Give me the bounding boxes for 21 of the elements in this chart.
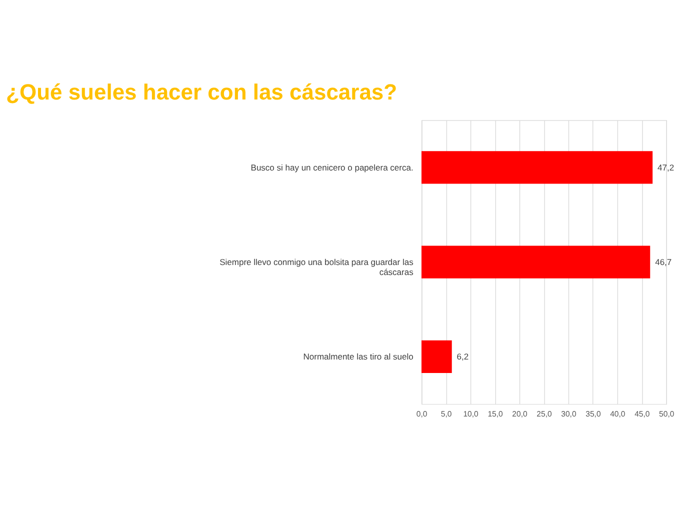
y-tick-label: Siempre llevo conmigo una bolsita para guardar las cáscaras bbox=[220, 256, 414, 277]
y-tick-label: Busco si hay un cenicero o papelera cerca. bbox=[250, 162, 414, 172]
bar bbox=[421, 246, 650, 278]
x-tick-label: 50,0 bbox=[659, 409, 675, 418]
x-tick-label: 45,0 bbox=[634, 409, 650, 418]
x-tick-label: 20,0 bbox=[512, 409, 528, 418]
x-tick-label: 40,0 bbox=[610, 409, 626, 418]
data-label: 46,7 bbox=[655, 256, 672, 267]
text: ¿Qué sueles hacer con las cáscaras? bbox=[6, 80, 398, 105]
x-tick-label: 15,0 bbox=[488, 409, 504, 418]
bar bbox=[421, 151, 653, 184]
x-tick-label: 10,0 bbox=[463, 409, 480, 418]
y-tick-label: Normalmente las tiro al suelo bbox=[303, 351, 414, 362]
x-tick-label: 0,0 bbox=[416, 409, 428, 418]
x-tick-label: 5,0 bbox=[440, 409, 452, 418]
x-tick-label: 25,0 bbox=[536, 409, 552, 418]
x-tick-label: 30,0 bbox=[561, 409, 577, 418]
data-label: 6,2 bbox=[456, 351, 469, 362]
bar bbox=[421, 340, 452, 373]
x-tick-label: 35,0 bbox=[586, 409, 602, 418]
data-label: 47,2 bbox=[658, 162, 674, 172]
